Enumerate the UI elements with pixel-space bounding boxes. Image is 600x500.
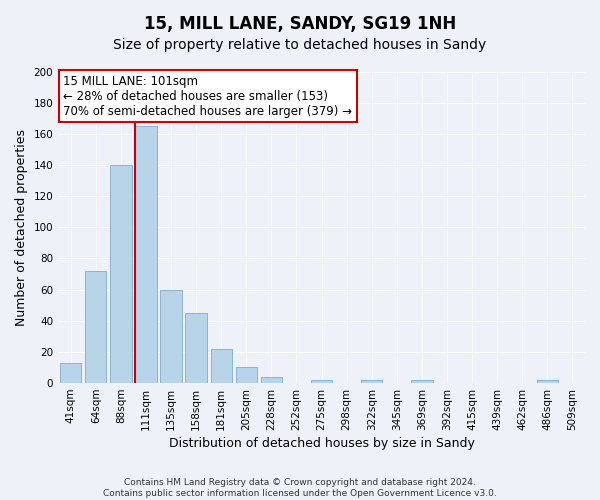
Bar bbox=[311, 380, 332, 383]
Bar bbox=[60, 363, 82, 383]
X-axis label: Distribution of detached houses by size in Sandy: Distribution of detached houses by size … bbox=[169, 437, 475, 450]
Text: Contains HM Land Registry data © Crown copyright and database right 2024.
Contai: Contains HM Land Registry data © Crown c… bbox=[103, 478, 497, 498]
Y-axis label: Number of detached properties: Number of detached properties bbox=[15, 129, 28, 326]
Bar bbox=[236, 368, 257, 383]
Bar bbox=[537, 380, 558, 383]
Bar bbox=[136, 126, 157, 383]
Bar bbox=[361, 380, 382, 383]
Bar bbox=[211, 349, 232, 383]
Text: 15, MILL LANE, SANDY, SG19 1NH: 15, MILL LANE, SANDY, SG19 1NH bbox=[144, 15, 456, 33]
Bar bbox=[160, 290, 182, 383]
Bar bbox=[85, 271, 106, 383]
Bar bbox=[411, 380, 433, 383]
Text: Size of property relative to detached houses in Sandy: Size of property relative to detached ho… bbox=[113, 38, 487, 52]
Bar bbox=[185, 313, 207, 383]
Bar bbox=[110, 165, 131, 383]
Text: 15 MILL LANE: 101sqm
← 28% of detached houses are smaller (153)
70% of semi-deta: 15 MILL LANE: 101sqm ← 28% of detached h… bbox=[64, 74, 352, 118]
Bar bbox=[261, 377, 282, 383]
